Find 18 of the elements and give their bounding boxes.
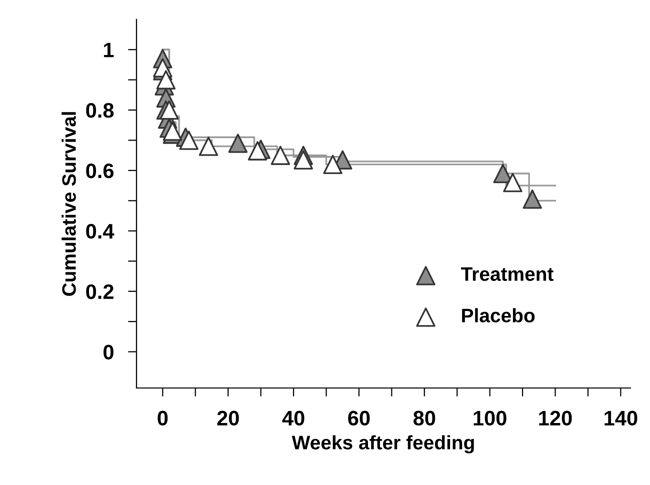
y-tick-label: 0.4 <box>86 224 114 239</box>
x-tick-label: 40 <box>282 410 304 426</box>
x-tick-label: 140 <box>604 410 638 426</box>
x-tick-label: 20 <box>217 410 239 426</box>
y-tick-label: 1 <box>104 42 114 58</box>
y-tick-label: 0.8 <box>86 103 114 118</box>
y-tick-label: 0.6 <box>86 163 114 178</box>
x-tick-label: 120 <box>539 410 572 426</box>
legend-label: Placebo <box>462 308 535 322</box>
x-axis-title: Weeks after feeding <box>292 435 474 454</box>
y-tick-label: 0.2 <box>86 284 114 300</box>
x-tick-label: 100 <box>474 410 506 426</box>
x-tick-label: 80 <box>413 410 436 426</box>
x-tick-label: 60 <box>348 410 370 426</box>
y-tick-label: 0 <box>104 344 114 360</box>
y-axis-title: Cumulative Survival <box>62 112 76 296</box>
x-tick-label: 0 <box>158 410 168 426</box>
legend-label: Treatment <box>461 267 554 281</box>
